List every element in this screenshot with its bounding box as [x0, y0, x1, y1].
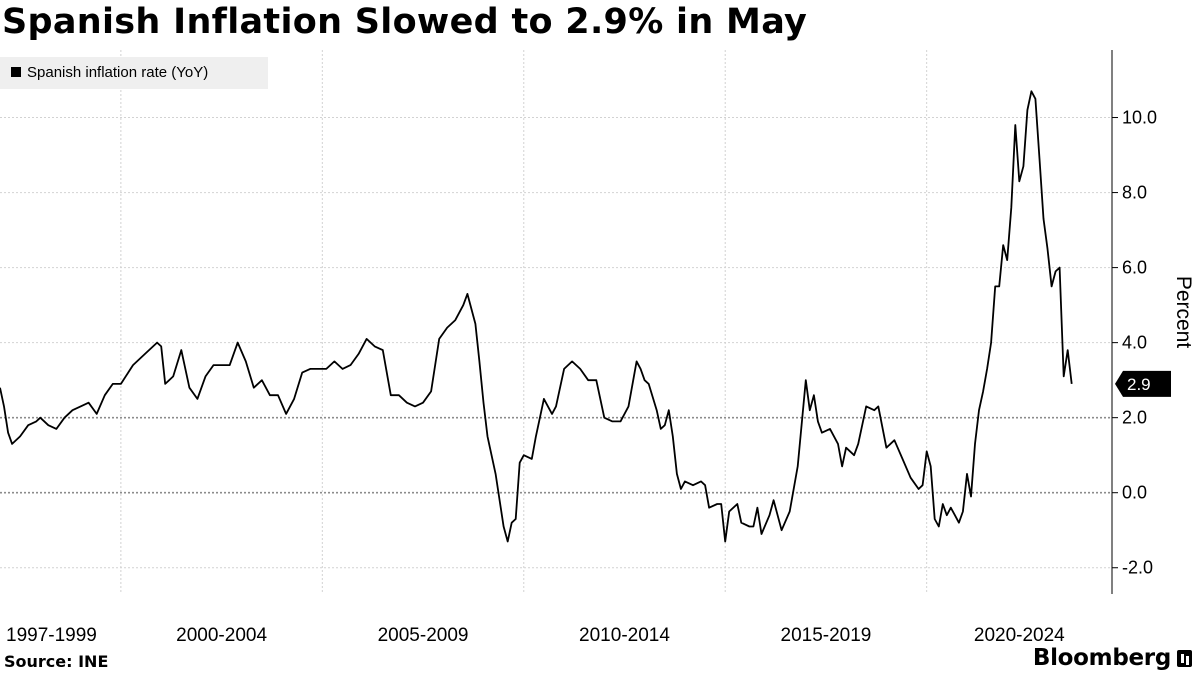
y-tick-label: -2.0: [1122, 558, 1153, 578]
x-group-label: 1997-1999: [6, 625, 97, 646]
reference-lines: [0, 416, 1112, 494]
series-line-spanish-inflation: [0, 90, 1073, 543]
x-group-label: 2000-2004: [176, 625, 267, 646]
last-value-label: 2.9: [1127, 375, 1151, 394]
legend: Spanish inflation rate (YoY): [0, 57, 268, 89]
brand-logo: Bloomberg: [1033, 645, 1192, 671]
x-group-label: 2020-2024: [974, 625, 1065, 646]
x-group-label: 2005-2009: [378, 625, 469, 646]
bloomberg-terminal-icon: [1177, 649, 1192, 667]
y-tick-label: 0.0: [1122, 483, 1147, 503]
y-tick-label: 2.0: [1122, 408, 1147, 428]
last-value-badge: [1115, 370, 1171, 397]
y-tick-label: 8.0: [1122, 183, 1147, 203]
last-value-marker: 2.9: [1115, 370, 1171, 397]
y-tick-label: 6.0: [1122, 258, 1147, 278]
brand-name: Bloomberg: [1032, 645, 1171, 671]
legend-background: [0, 57, 268, 89]
x-group-label: 2015-2019: [781, 625, 872, 646]
y-axis-label: Percent: [1172, 276, 1195, 349]
y-axis: -2.0 0.0 2.0 4.0 6.0 8.0 10.0: [1111, 50, 1157, 594]
x-axis-labels: 1997-1999 2000-2004 2005-2009 2010-2014 2015…: [6, 625, 1065, 646]
y-tick-label: 4.0: [1122, 333, 1147, 353]
y-tick-label: 10.0: [1122, 108, 1157, 128]
x-group-label: 2010-2014: [579, 625, 670, 646]
source-note: Source: INE: [4, 652, 109, 671]
legend-label: Spanish inflation rate (YoY): [27, 64, 208, 81]
chart-title: Spanish Inflation Slowed to 2.9% in May: [2, 2, 808, 42]
legend-swatch: [11, 67, 21, 77]
